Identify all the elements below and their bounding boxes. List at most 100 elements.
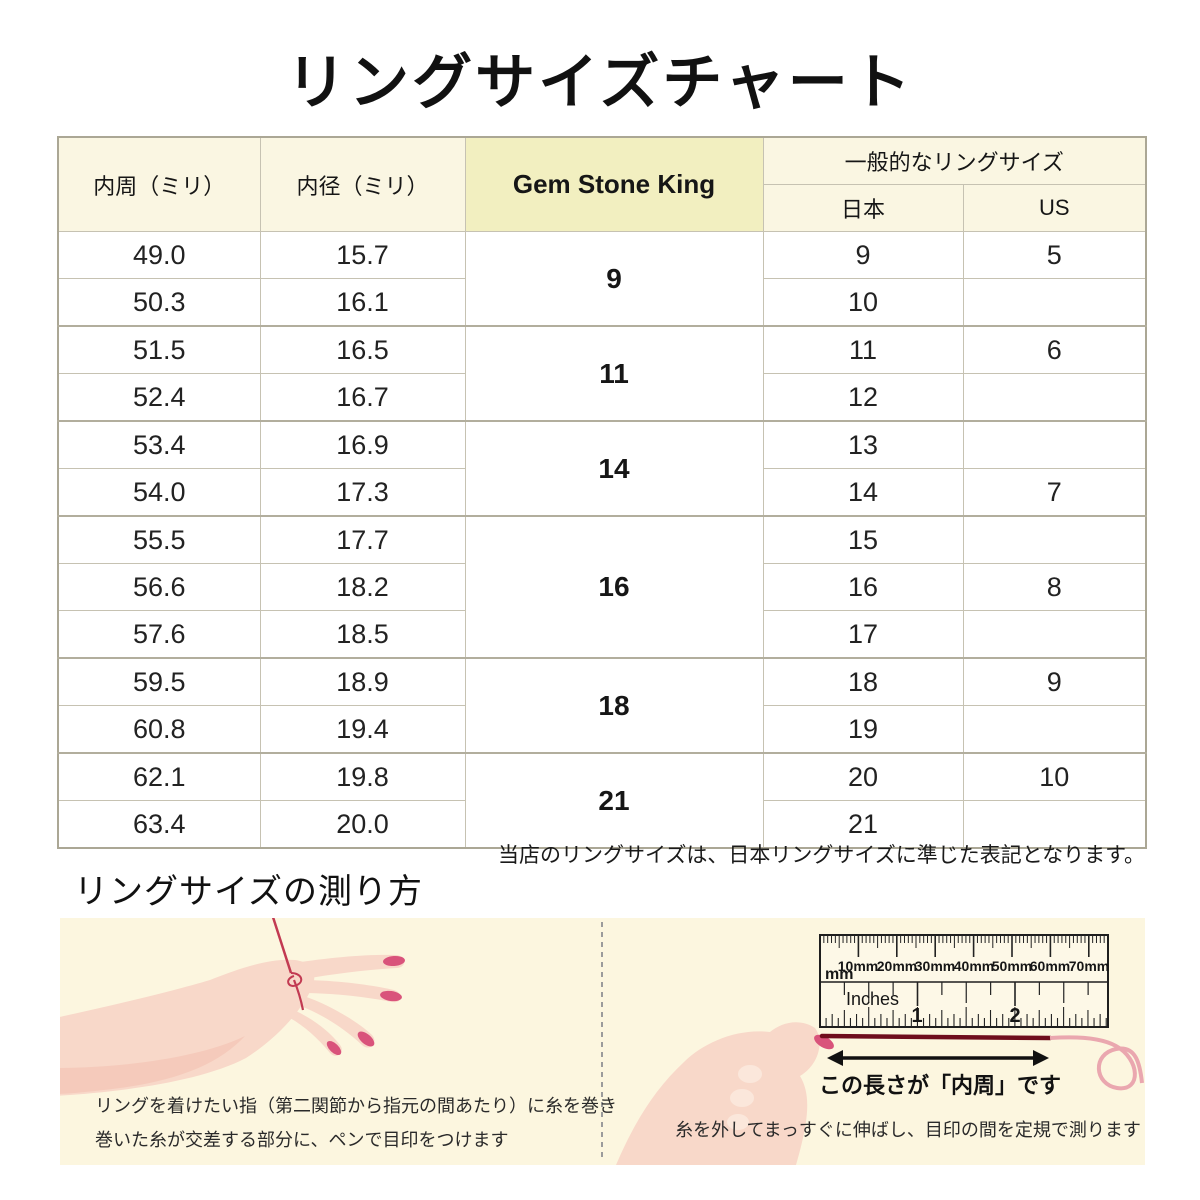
right-caption: 糸を外してまっすぐに伸ばし、目印の間を定規で測ります — [675, 1120, 1141, 1140]
table-row: 60.8 19.4 19 — [57, 705, 1147, 754]
cell-diameter: 16.7 — [259, 373, 466, 422]
ruler-mm-ticks — [823, 935, 1105, 957]
ring-size-table: 内周（ミリ） 内径（ミリ） Gem Stone King 一般的なリングサイズ … — [57, 136, 1147, 849]
stretched-thread — [819, 1033, 1053, 1041]
ruler-mm-unit-label: mm — [825, 966, 853, 983]
cell-brand-size: 18 — [464, 657, 764, 754]
cell-jp-size: 16 — [762, 563, 964, 611]
cell-circumference: 49.0 — [57, 231, 261, 279]
table-row: 62.1 19.8 21 20 10 — [57, 752, 1147, 849]
cell-circumference: 59.5 — [57, 657, 261, 706]
cell-us-size — [962, 515, 1147, 564]
table-row: 54.0 17.3 14 7 — [57, 468, 1147, 517]
cell-us-size — [962, 278, 1147, 327]
cell-diameter: 15.7 — [259, 231, 466, 279]
cell-diameter: 18.2 — [259, 563, 466, 611]
cell-us-size — [962, 420, 1147, 469]
ruler-inch-ticks — [825, 982, 1107, 1027]
cell-jp-size: 11 — [762, 325, 964, 374]
table-row: 51.5 16.5 11 11 6 — [57, 325, 1147, 422]
cell-circumference: 63.4 — [57, 800, 261, 849]
cell-diameter: 19.4 — [259, 705, 466, 754]
cell-us-size — [962, 705, 1147, 754]
header-inner-diameter: 内径（ミリ） — [259, 136, 466, 232]
cell-jp-size: 10 — [762, 278, 964, 327]
cell-us-size — [962, 610, 1147, 659]
cell-diameter: 18.9 — [259, 657, 466, 706]
header-us-size: US — [962, 184, 1147, 232]
inner-circumference-arrow-label: この長さが「内周」です — [818, 1073, 1061, 1098]
cell-jp-size: 15 — [762, 515, 964, 564]
header-japan-size: 日本 — [762, 184, 964, 232]
left-caption-line2: 巻いた糸が交差する部分に、ペンで目印をつけます — [95, 1130, 509, 1150]
cell-jp-size: 20 — [762, 752, 964, 801]
cell-brand-size: 11 — [464, 325, 764, 422]
ruler-inch-number: 2 — [1009, 1005, 1020, 1027]
cell-diameter: 16.9 — [259, 420, 466, 469]
cell-diameter: 16.1 — [259, 278, 466, 327]
table-row: 57.6 18.5 17 — [57, 610, 1147, 659]
cell-jp-size: 21 — [762, 800, 964, 849]
ruler-inches-label: Inches — [846, 989, 899, 1009]
ruler — [819, 934, 1109, 1028]
cell-jp-size: 17 — [762, 610, 964, 659]
cell-us-size: 9 — [962, 657, 1147, 706]
ruler-mm-label: 40mm — [954, 958, 994, 974]
hand-with-thread-illustration — [60, 918, 405, 1096]
cell-diameter: 20.0 — [259, 800, 466, 849]
cell-brand-size: 16 — [464, 515, 764, 659]
cell-jp-size: 18 — [762, 657, 964, 706]
cell-jp-size: 19 — [762, 705, 964, 754]
table-row: 56.6 18.2 16 8 — [57, 563, 1147, 611]
cell-jp-size: 12 — [762, 373, 964, 422]
cell-circumference: 56.6 — [57, 563, 261, 611]
cell-circumference: 55.5 — [57, 515, 261, 564]
cell-us-size — [962, 800, 1147, 849]
cell-circumference: 57.6 — [57, 610, 261, 659]
cell-us-size: 8 — [962, 563, 1147, 611]
cell-circumference: 60.8 — [57, 705, 261, 754]
cell-circumference: 54.0 — [57, 468, 261, 517]
cell-circumference: 62.1 — [57, 752, 261, 801]
cell-circumference: 51.5 — [57, 325, 261, 374]
red-thread — [271, 918, 293, 974]
cell-us-size: 10 — [962, 752, 1147, 801]
cell-diameter: 16.5 — [259, 325, 466, 374]
page-title: リングサイズチャート — [286, 49, 914, 116]
cell-us-size: 6 — [962, 325, 1147, 374]
table-row: 63.4 20.0 21 — [57, 800, 1147, 849]
ruler-mm-label: 20mm — [877, 958, 917, 974]
cell-diameter: 18.5 — [259, 610, 466, 659]
table-row: 52.4 16.7 12 — [57, 373, 1147, 422]
cell-jp-size: 9 — [762, 231, 964, 279]
ruler-mm-label: 60mm — [1030, 958, 1070, 974]
ruler-mm-label: 30mm — [915, 958, 955, 974]
panel-divider — [601, 922, 603, 1160]
cell-diameter: 17.7 — [259, 515, 466, 564]
ruler-measurement-illustration: 10mm 20mm 30mm 40mm 50mm 60mm 70mm mm In… — [616, 934, 1144, 1165]
cell-brand-size: 14 — [464, 420, 764, 517]
cell-circumference: 52.4 — [57, 373, 261, 422]
ruler-mm-label: 50mm — [992, 958, 1032, 974]
nail — [383, 955, 405, 967]
table-note: 当店のリングサイズは、日本リングサイズに準じた表記となります。 — [497, 844, 1145, 867]
cell-diameter: 19.8 — [259, 752, 466, 801]
cell-circumference: 53.4 — [57, 420, 261, 469]
cell-us-size — [962, 373, 1147, 422]
holding-hand — [616, 1022, 820, 1165]
header-brand: Gem Stone King — [464, 136, 764, 232]
table-row: 49.0 15.7 9 9 5 — [57, 231, 1147, 327]
ruler-mm-label: 10mm — [838, 958, 878, 974]
cell-us-size: 5 — [962, 231, 1147, 279]
cell-jp-size: 13 — [762, 420, 964, 469]
table-row: 53.4 16.9 14 13 — [57, 420, 1147, 517]
ruler-mm-label: 70mm — [1069, 958, 1109, 974]
cell-brand-size: 9 — [464, 231, 764, 327]
table-row: 55.5 17.7 16 15 — [57, 515, 1147, 659]
cell-diameter: 17.3 — [259, 468, 466, 517]
cell-circumference: 50.3 — [57, 278, 261, 327]
cell-brand-size: 21 — [464, 752, 764, 849]
measure-section-title: リングサイズの測り方 — [74, 873, 423, 911]
thread-loop — [1049, 1035, 1144, 1091]
ruler-inch-number: 1 — [911, 1005, 922, 1027]
